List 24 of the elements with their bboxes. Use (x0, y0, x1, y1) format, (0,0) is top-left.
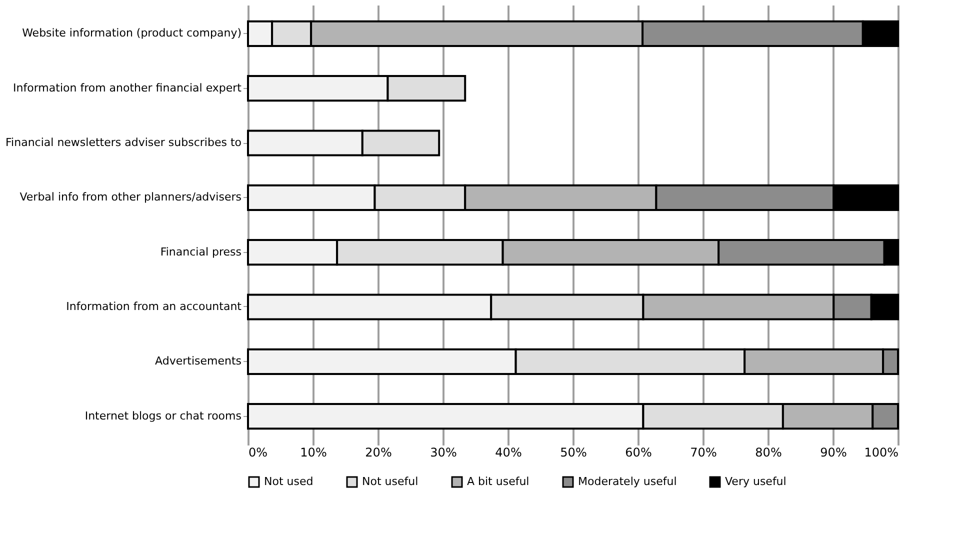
legend-label: Very useful (725, 475, 786, 488)
y-tick-label: Information from an accountant (66, 300, 242, 313)
x-tick-label: 90% (820, 446, 847, 460)
y-tick-label: Website information (product company) (22, 26, 242, 40)
x-tick-label: 20% (365, 446, 392, 460)
x-tick-label: 40% (495, 446, 522, 460)
legend-label: Moderately useful (578, 475, 677, 488)
x-tick-label: 100% (864, 446, 898, 460)
y-tick-label: Financial press (160, 245, 242, 258)
y-tick-label: Advertisements (155, 354, 242, 368)
x-tick-label: 0% (248, 446, 268, 460)
y-tick-label: Financial newsletters adviser subscribes to (6, 136, 242, 150)
legend-label: Not useful (362, 475, 418, 488)
x-tick-label: 80% (755, 446, 782, 460)
x-tick-label: 70% (690, 446, 717, 460)
y-tick-label: Verbal info from other planners/advisers (20, 190, 242, 204)
y-tick-label: Information from another financial expert (13, 81, 242, 94)
y-tick-label: Internet blogs or chat rooms (84, 409, 242, 422)
x-tick-label: 30% (430, 446, 457, 460)
x-tick-label: 50% (560, 446, 587, 460)
x-tick-label: 60% (625, 446, 652, 460)
x-tick-label: 10% (300, 446, 327, 460)
legend-label: A bit useful (467, 475, 530, 488)
legend-label: Not used (264, 475, 314, 488)
